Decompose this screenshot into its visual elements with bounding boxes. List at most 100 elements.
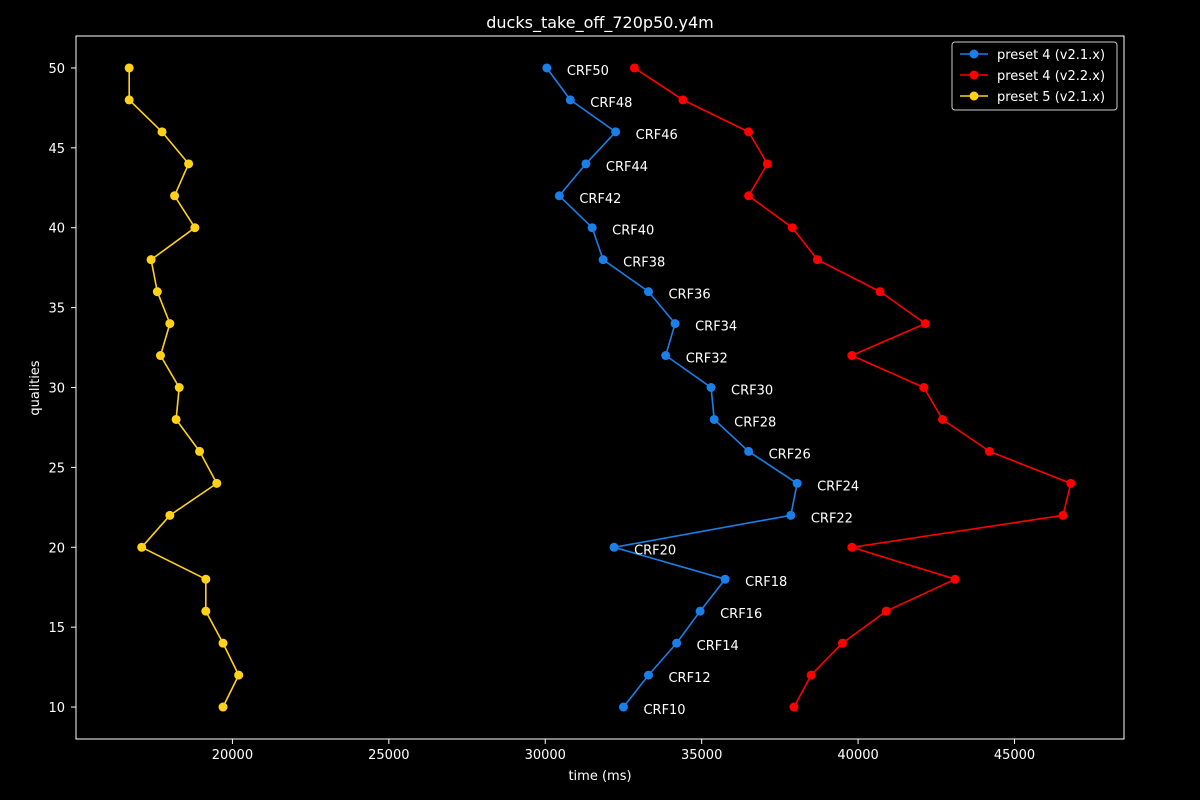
data-point bbox=[212, 478, 222, 488]
data-point bbox=[201, 574, 211, 584]
data-point bbox=[190, 223, 200, 233]
data-point bbox=[670, 319, 680, 329]
data-point bbox=[678, 95, 688, 105]
y-tick-label: 45 bbox=[48, 142, 65, 157]
data-point bbox=[565, 95, 575, 105]
data-point bbox=[787, 223, 797, 233]
data-point bbox=[643, 670, 653, 680]
point-label: CRF30 bbox=[731, 384, 773, 399]
legend-marker bbox=[969, 70, 979, 80]
data-point bbox=[661, 351, 671, 361]
data-point bbox=[919, 383, 929, 392]
x-tick-label: 35000 bbox=[681, 748, 722, 763]
data-point bbox=[706, 383, 716, 392]
point-label: CRF36 bbox=[668, 288, 710, 303]
chart-title: ducks_take_off_720p50.y4m bbox=[486, 13, 714, 33]
y-axis-label: qualities bbox=[28, 360, 43, 415]
legend-label: preset 5 (v2.1.x) bbox=[997, 90, 1105, 105]
data-point bbox=[234, 670, 244, 680]
data-point bbox=[847, 351, 857, 361]
data-point bbox=[875, 287, 885, 297]
data-point bbox=[938, 414, 948, 424]
data-point bbox=[611, 127, 621, 137]
data-point bbox=[146, 255, 156, 265]
x-axis-label: time (ms) bbox=[568, 769, 631, 784]
legend-marker bbox=[969, 49, 979, 59]
data-point bbox=[1066, 478, 1076, 488]
data-point bbox=[629, 63, 639, 73]
x-tick-label: 25000 bbox=[368, 748, 409, 763]
point-label: CRF16 bbox=[720, 607, 762, 622]
data-point bbox=[170, 191, 180, 201]
data-point bbox=[744, 191, 754, 201]
y-tick-label: 50 bbox=[48, 62, 65, 77]
data-point bbox=[542, 63, 552, 73]
point-label: CRF22 bbox=[811, 511, 853, 526]
series-layer bbox=[124, 63, 1076, 712]
legend-item: preset 4 (v2.2.x) bbox=[960, 69, 1105, 84]
point-label: CRF12 bbox=[668, 671, 710, 686]
point-label: CRF34 bbox=[695, 320, 737, 335]
data-point bbox=[195, 446, 205, 456]
data-point bbox=[598, 255, 608, 265]
legend-item: preset 5 (v2.1.x) bbox=[960, 90, 1105, 105]
data-point bbox=[1058, 510, 1068, 520]
y-tick-label: 10 bbox=[48, 701, 65, 716]
y-tick-label: 15 bbox=[48, 621, 65, 636]
data-point bbox=[881, 606, 891, 616]
x-tick-label: 20000 bbox=[212, 748, 253, 763]
data-point bbox=[762, 159, 772, 169]
legend-item: preset 4 (v2.1.x) bbox=[960, 48, 1105, 63]
point-label: CRF44 bbox=[606, 160, 648, 175]
data-point bbox=[789, 702, 799, 712]
series-2 bbox=[629, 63, 1076, 712]
point-label: CRF40 bbox=[612, 224, 654, 239]
legend-label: preset 4 (v2.2.x) bbox=[997, 69, 1105, 84]
data-point bbox=[720, 574, 730, 584]
axes: 20000 25000 30000 35000 40000 45000 10 15 20 25 30… bbox=[48, 62, 1035, 763]
x-tick-label: 30000 bbox=[525, 748, 566, 763]
data-point bbox=[554, 191, 564, 201]
point-label: CRF46 bbox=[636, 128, 678, 143]
data-point bbox=[124, 95, 134, 105]
data-point bbox=[984, 446, 994, 456]
data-point bbox=[950, 574, 960, 584]
y-tick-label: 20 bbox=[48, 541, 65, 556]
point-label: CRF18 bbox=[745, 575, 787, 590]
data-point bbox=[165, 319, 175, 329]
y-tick-label: 40 bbox=[48, 222, 65, 237]
data-point bbox=[165, 510, 175, 520]
data-point bbox=[672, 638, 682, 648]
x-tick-label: 45000 bbox=[994, 748, 1035, 763]
legend: preset 4 (v2.1.x) preset 4 (v2.2.x) preset… bbox=[951, 41, 1118, 111]
data-point bbox=[137, 542, 147, 552]
data-point bbox=[201, 606, 211, 616]
data-point bbox=[786, 510, 796, 520]
point-label: CRF26 bbox=[769, 447, 811, 462]
point-label: CRF38 bbox=[623, 256, 665, 271]
point-label: CRF14 bbox=[697, 639, 739, 654]
legend-box bbox=[951, 41, 1118, 111]
data-point bbox=[618, 702, 628, 712]
data-point bbox=[792, 478, 802, 488]
data-point bbox=[184, 159, 194, 169]
data-point bbox=[152, 287, 162, 297]
data-point bbox=[609, 542, 619, 552]
point-label: CRF50 bbox=[567, 64, 609, 79]
data-point bbox=[920, 319, 930, 329]
data-point bbox=[744, 127, 754, 137]
legend-label: preset 4 (v2.1.x) bbox=[997, 48, 1105, 63]
point-label: CRF20 bbox=[634, 543, 676, 558]
data-point bbox=[709, 414, 719, 424]
data-point bbox=[812, 255, 822, 265]
y-tick-label: 30 bbox=[48, 382, 65, 397]
data-point bbox=[171, 414, 181, 424]
data-point bbox=[643, 287, 653, 297]
data-point bbox=[124, 63, 134, 73]
data-point bbox=[744, 446, 754, 456]
point-label: CRF24 bbox=[817, 479, 859, 494]
data-point bbox=[695, 606, 705, 616]
x-tick-label: 40000 bbox=[837, 748, 878, 763]
series-1 bbox=[542, 63, 802, 712]
data-point bbox=[157, 127, 167, 137]
